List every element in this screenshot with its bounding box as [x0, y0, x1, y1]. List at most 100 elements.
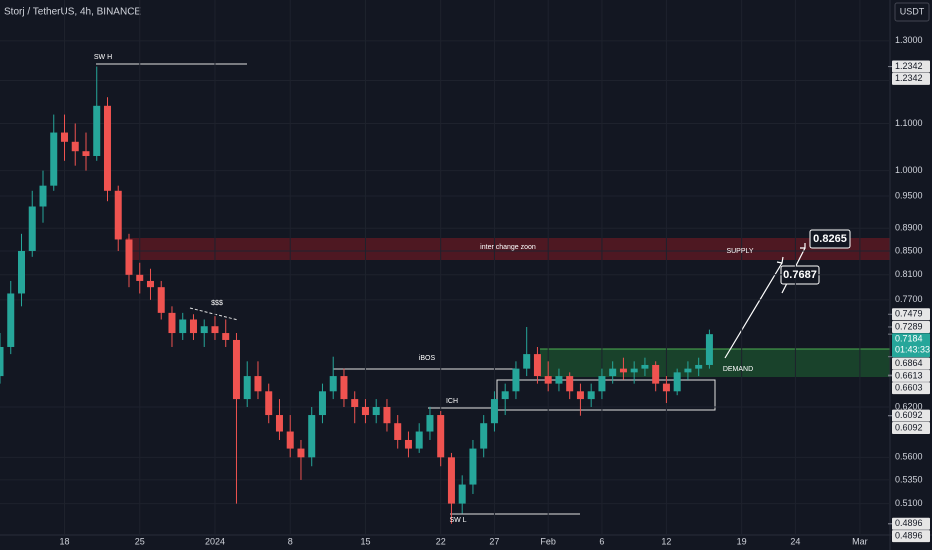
annotation: SUPPLY [726, 248, 753, 255]
candle-body [383, 406, 391, 424]
candle-body [93, 105, 101, 156]
candle-body [0, 346, 4, 377]
target-label: 0.8265 [813, 233, 847, 245]
target-box [809, 229, 851, 249]
annotation: SW H [94, 54, 112, 61]
candle-body [458, 484, 466, 504]
y-tick-label: 0.5100 [895, 498, 923, 508]
x-tick-label: Feb [540, 536, 556, 546]
y-tick-label: 1.1000 [895, 118, 923, 128]
annotation: SW L [449, 517, 466, 524]
liquidity-line [189, 307, 239, 321]
price-badge-label: 1.2342 [895, 73, 923, 83]
x-tick-label: 27 [489, 536, 499, 546]
candle-body [512, 368, 520, 392]
candle-body [211, 326, 219, 334]
candle-body [533, 354, 541, 377]
candle-body [82, 151, 90, 156]
candle-body [114, 190, 122, 240]
candle-body [157, 287, 165, 313]
price-badge [892, 382, 930, 395]
annotation: ICH [446, 398, 458, 405]
candle-body [609, 368, 617, 377]
candle-body [469, 448, 477, 485]
candle-body [60, 132, 68, 142]
candle-body [168, 312, 176, 334]
candle-body [662, 383, 670, 392]
candle-body [39, 185, 47, 207]
candle-body [340, 376, 348, 400]
y-tick-label: 0.5350 [895, 474, 923, 484]
candle-body [490, 399, 498, 424]
y-tick-label: 0.8900 [895, 223, 923, 233]
candle-body [189, 319, 197, 334]
candle-body [619, 368, 627, 373]
price-badge [892, 369, 930, 382]
price-badge [892, 357, 930, 370]
x-tick-label: 22 [436, 536, 446, 546]
arrow-head [800, 243, 806, 249]
currency-button[interactable] [894, 2, 930, 22]
price-badge-label: 0.6092 [895, 410, 923, 420]
countdown: 01:43:33 [895, 345, 930, 355]
arrow-head [776, 256, 784, 264]
price-badge-label: 0.6092 [895, 422, 923, 432]
candle-body [426, 415, 434, 432]
candle-body [146, 280, 154, 288]
candle-body [587, 391, 595, 400]
x-tick-label: 24 [790, 536, 800, 546]
y-tick-label: 1.0000 [895, 165, 923, 175]
price-badge [892, 409, 930, 422]
currency[interactable]: USDT [900, 6, 925, 16]
price-badge [892, 308, 930, 321]
price-badge [892, 530, 930, 543]
symbol-title: Storj / TetherUS, 4h, BINANCE [4, 7, 141, 18]
x-tick-label: 12 [661, 536, 671, 546]
price-badge-label: 0.4896 [895, 518, 923, 528]
candle-body [566, 376, 574, 392]
target-label: 0.7687 [783, 269, 817, 281]
price-badge [892, 421, 930, 434]
candle-body [630, 368, 638, 373]
annotation: inter change zoon [480, 244, 536, 251]
candle-body [501, 391, 509, 400]
candle-body [308, 415, 316, 458]
candle-body [673, 372, 681, 392]
y-tick-label: 0.8100 [895, 269, 923, 279]
price-badge-label: 1.2342 [895, 61, 923, 71]
candle-body [297, 448, 305, 458]
y-tick-label: 1.3000 [895, 35, 923, 45]
candle-body [705, 334, 713, 365]
x-tick-label: Mar [852, 536, 868, 546]
candle-body [684, 368, 692, 373]
candle-body [28, 206, 36, 251]
candle-body [7, 293, 15, 347]
candle-body [641, 364, 649, 369]
price-badge-label: 0.4896 [895, 530, 923, 540]
price-badge [892, 72, 930, 85]
candle-body [254, 376, 262, 392]
price-badge [892, 333, 930, 358]
candle-body [394, 423, 402, 440]
y-tick-label: 0.8500 [895, 245, 923, 255]
candle-body [555, 376, 563, 384]
candle-body [103, 105, 111, 191]
demand-zone [540, 349, 890, 377]
candle-body [125, 239, 133, 275]
candle-body [71, 141, 79, 152]
candle-body [576, 391, 584, 400]
candle-body [480, 423, 488, 449]
candle-body [372, 406, 380, 416]
candle-body [361, 406, 369, 416]
candle-body [447, 457, 455, 504]
x-tick-label: 6 [599, 536, 604, 546]
price-badge-label: 0.6613 [895, 370, 923, 380]
price-badge-label: 0.7184 [895, 334, 923, 344]
x-tick-label: 18 [59, 536, 69, 546]
candle-body [286, 431, 294, 449]
candle-body [598, 376, 606, 392]
annotation: iBOS [419, 355, 436, 362]
price-badge-label: 0.7479 [895, 309, 923, 319]
candle-body [200, 326, 208, 334]
x-tick-label: 25 [135, 536, 145, 546]
